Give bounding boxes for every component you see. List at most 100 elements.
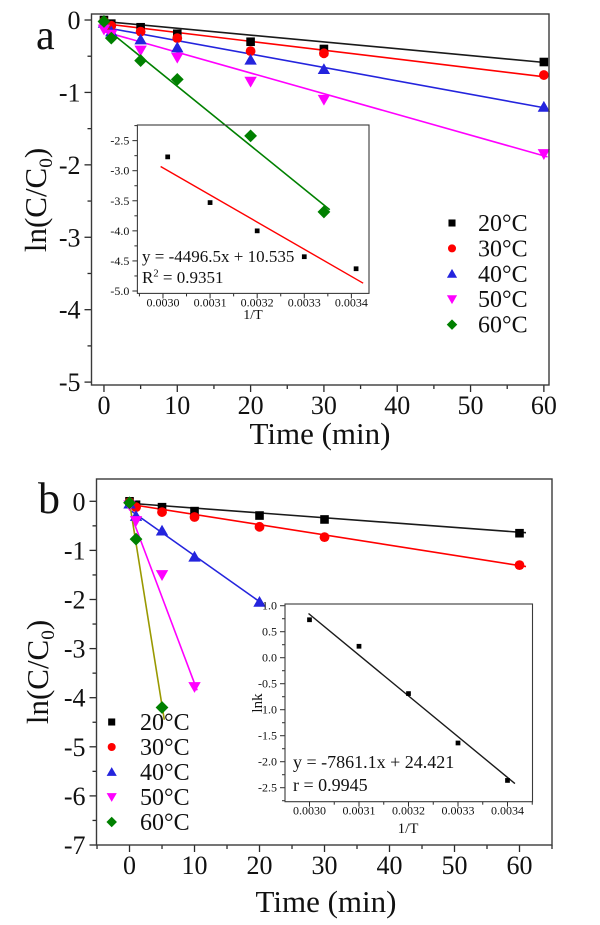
x-tick-label: 10	[182, 851, 208, 880]
tspan: )	[20, 620, 55, 630]
tspan: 0.0031	[194, 295, 227, 309]
inset-data-point	[455, 740, 461, 746]
tspan: 50°C	[478, 287, 528, 313]
tspan: r = 0.9945	[293, 775, 368, 795]
legend-label-60c: 60°C	[478, 313, 528, 339]
legend-item-20c: 20°C	[108, 710, 190, 736]
inset-fit-quality: r = 0.9945	[293, 775, 368, 795]
tspan: 50°C	[140, 785, 190, 811]
legend-marker-40c	[446, 268, 458, 278]
tspan: 60	[531, 391, 557, 420]
data-point	[171, 41, 184, 53]
tspan: lnk	[250, 693, 266, 713]
legend-item-30c: 30°C	[107, 735, 190, 761]
legend-item-30c: 30°C	[447, 236, 528, 262]
inset-arrhenius-plot: 0.0030 0.0031 0.0032 0.0033 0.0034 -2.5 -3.0 -3…	[110, 124, 370, 323]
legend: 20°C30°C40°C50°C60°C	[446, 211, 528, 339]
tspan: 0.0033	[442, 804, 475, 818]
x-tick-label: 60	[531, 391, 557, 420]
x-tick-label: 0	[123, 851, 136, 880]
tspan: 20	[238, 391, 264, 420]
tspan: Time (min)	[250, 416, 391, 451]
plot-frame	[95, 478, 553, 846]
y-axis-title: ln(C/C0)	[18, 148, 57, 252]
tspan: -3.5	[110, 194, 129, 208]
data-point	[244, 53, 257, 65]
y-tick-label: -6	[64, 782, 86, 811]
y-tick-label: 0.5	[262, 625, 277, 639]
y-tick-label: -1	[59, 78, 81, 107]
tspan: 0	[38, 630, 59, 640]
x-tick-label: 50	[442, 851, 468, 880]
data-point	[245, 46, 256, 57]
data-point	[135, 26, 146, 37]
tspan: 0	[97, 391, 110, 420]
tspan: 0.0032	[241, 295, 274, 309]
tspan: 50	[458, 391, 484, 420]
tspan: -3.0	[110, 164, 129, 178]
y-tick-label: 0	[68, 6, 81, 35]
y-tick-label: -1	[64, 536, 86, 565]
x-tick-label: 0	[97, 391, 110, 420]
tspan: 10	[164, 391, 190, 420]
data-point	[171, 52, 184, 64]
data-point	[172, 33, 183, 44]
y-tick-label: -2	[64, 585, 86, 614]
y-tick-label: -7	[64, 831, 86, 860]
inset-data-point	[165, 154, 171, 160]
legend-label-30c: 30°C	[140, 735, 190, 761]
tspan: 1.0	[262, 599, 277, 613]
legend-item-50c: 50°C	[106, 785, 190, 811]
data-point	[155, 701, 169, 714]
data-point	[515, 528, 524, 538]
data-point	[539, 57, 549, 67]
inset-fit-line	[160, 165, 364, 284]
tspan: 60°C	[478, 313, 528, 339]
data-point	[129, 532, 143, 546]
legend-marker-40c	[106, 767, 117, 776]
legend-label-30c: 30°C	[478, 236, 528, 262]
tspan: Time (min)	[256, 884, 397, 919]
tspan: 0.0034	[335, 295, 368, 309]
tspan: -5	[64, 733, 86, 762]
legend-label-20c: 20°C	[140, 710, 190, 736]
data-point	[134, 54, 148, 67]
tspan: 0.0030	[146, 295, 179, 309]
data-point	[104, 31, 118, 45]
panel-label-b: b	[38, 474, 60, 523]
inset-equation: y = -4496.5x + 10.535	[142, 247, 294, 266]
data-point	[255, 511, 264, 520]
y-tick-label: -3	[59, 223, 81, 252]
inset-arrhenius-plot: 0.0030 0.0031 0.0032 0.0033 0.0034 1.0 0.5 0.0 -…	[250, 599, 534, 837]
y-tick-label: -3	[64, 635, 86, 664]
series-60c	[97, 15, 331, 219]
data-point	[319, 48, 329, 59]
y-tick-label: -2.0	[258, 755, 277, 769]
tspan: -1	[59, 78, 81, 107]
tspan: -5.0	[110, 284, 129, 298]
data-point	[537, 149, 551, 160]
data-point	[170, 72, 184, 86]
data-point	[157, 507, 167, 517]
tspan: 0.5	[262, 625, 277, 639]
x-tick-label: 0.0033	[288, 295, 321, 309]
inset-equation: y = -7861.1x + 24.421	[293, 752, 454, 772]
y-tick-label: -3.5	[110, 194, 129, 208]
tspan: -3	[64, 635, 86, 664]
y-tick-label: -4	[64, 684, 86, 713]
tspan: 40	[384, 391, 410, 420]
tspan: 1/T	[398, 821, 419, 837]
legend-marker-20c	[448, 219, 456, 227]
inset-data-point	[356, 643, 362, 649]
tspan: 20°C	[478, 211, 528, 237]
tspan: 60°C	[140, 810, 190, 836]
series-30c	[124, 497, 525, 571]
y-tick-label: -1.5	[258, 729, 277, 743]
y-tick-label: -2.5	[110, 134, 129, 148]
x-tick-label: 50	[458, 391, 484, 420]
tspan: 0	[123, 851, 136, 880]
tspan: 0.0	[262, 651, 277, 665]
data-point	[97, 24, 111, 36]
tspan: 0.0031	[343, 804, 376, 818]
